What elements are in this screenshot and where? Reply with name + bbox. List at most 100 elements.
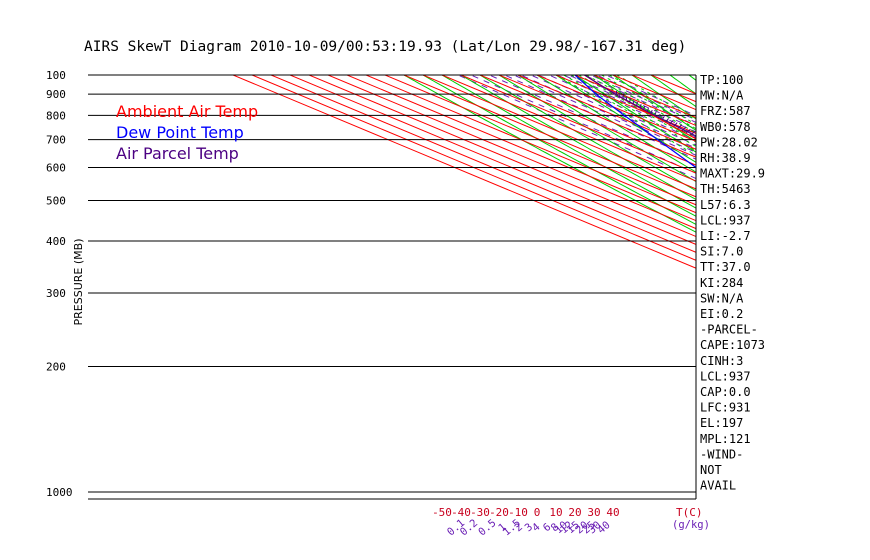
- pressure-tick-label: 900: [46, 88, 66, 101]
- bottom-temp-tick-label: -20: [489, 506, 509, 519]
- bottom-temp-tick-label: -30: [470, 506, 490, 519]
- mixing-ratio-line: [456, 75, 696, 180]
- index-entry: EL:197: [700, 416, 743, 430]
- index-entry: AVAIL: [700, 479, 736, 493]
- isobar-lines: [88, 93, 696, 493]
- cape-hatch-mark: [803, 193, 816, 197]
- pressure-tick-label: 600: [46, 162, 66, 175]
- isotherm-line: [269, 75, 696, 253]
- dry-adiabat-line: [517, 75, 696, 183]
- cape-hatch-mark: [845, 217, 859, 221]
- dry-adiabat-line: [849, 64, 870, 532]
- isotherm-line: [516, 75, 696, 150]
- pressure-tick-label: 1000: [46, 486, 73, 499]
- pressure-tick-label: 100: [46, 69, 66, 82]
- isotherm-line: [250, 75, 696, 261]
- pressure-tick-label: 500: [46, 195, 66, 208]
- dry-adiabat-line: [810, 64, 870, 532]
- cape-hatch-mark: [677, 124, 682, 130]
- pressure-tick-label: 400: [46, 235, 66, 248]
- dry-adiabat-line: [479, 75, 696, 201]
- index-entry: CAPE:1073: [700, 338, 765, 352]
- cape-hatch-mark: [839, 214, 853, 218]
- index-entry: KI:284: [700, 276, 743, 290]
- cape-hatch-mark: [865, 229, 870, 233]
- dry-adiabat-line: [441, 75, 696, 217]
- mixing-ratio-line: [536, 75, 696, 146]
- index-entry: LCL:937: [700, 213, 751, 227]
- cape-hatch-mark: [776, 178, 787, 182]
- bottom-temp-unit: T(C): [676, 506, 703, 519]
- legend-ambient-air-temp: Ambient Air Temp: [116, 102, 258, 121]
- index-entry: LCL:937: [700, 369, 751, 383]
- pressure-tick-label: 300: [46, 287, 66, 300]
- mixing-ratio-line: [469, 75, 696, 174]
- cape-hatch-mark: [827, 207, 841, 211]
- cape-hatch-mark: [786, 184, 798, 188]
- index-entry: NOT: [700, 463, 722, 477]
- cape-hatch-mark: [815, 200, 828, 204]
- isotherm-line: [326, 75, 696, 230]
- isotherm-line: [421, 75, 696, 190]
- moist-adiabat-line: [555, 75, 696, 156]
- mixing-ratio-label: 0.5: [476, 517, 498, 538]
- isotherm-line: [345, 75, 696, 222]
- dry-adiabat-line: [772, 64, 870, 532]
- isotherm-line: [307, 75, 696, 238]
- mixing-ratio-line: [529, 75, 696, 149]
- bottom-temp-tick-label: 0: [534, 506, 541, 519]
- bottom-temp-tick-label: -40: [451, 506, 471, 519]
- pressure-tick-label: 800: [46, 109, 66, 122]
- index-entry: LI:-2.7: [700, 229, 751, 243]
- isotherm-line: [231, 75, 696, 269]
- bottom-temp-tick-label: -10: [508, 506, 528, 519]
- index-entry: TH:5463: [700, 182, 751, 196]
- cape-hatch-mark: [673, 122, 678, 127]
- legend-air-parcel-temp: Air Parcel Temp: [116, 144, 239, 163]
- air-parcel-temp-line: [584, 75, 696, 137]
- index-entry: MW:N/A: [700, 89, 744, 103]
- isotherm-line: [383, 75, 696, 206]
- mixing-ratio-line: [582, 75, 696, 126]
- isotherm-lines: [231, 75, 696, 269]
- cape-hatch-mark: [693, 135, 696, 139]
- bottom-temp-tick-label: -50: [432, 506, 452, 519]
- cape-hatch-mark: [821, 203, 835, 207]
- index-entry: L57:6.3: [700, 198, 751, 212]
- cape-hatch-mark: [669, 120, 674, 125]
- moist-adiabat-line: [578, 75, 696, 143]
- cape-hatch-mark: [798, 190, 811, 194]
- legend-dew-point-temp: Dew Point Temp: [116, 123, 244, 142]
- index-entry: EI:0.2: [700, 307, 743, 321]
- moist-adiabat-line: [601, 75, 696, 130]
- pressure-tick-label: 200: [46, 360, 66, 373]
- cape-hatch-mark: [858, 225, 870, 229]
- dry-adiabat-line: [402, 75, 696, 233]
- isotherm-line: [402, 75, 696, 198]
- dry-adiabat-line: [574, 75, 696, 153]
- index-entry: TT:37.0: [700, 260, 751, 274]
- dew-point-temp-line: [574, 75, 696, 169]
- mixing-ratio-line: [503, 75, 696, 160]
- bottom-temp-tick-label: 10: [549, 506, 562, 519]
- cape-hatch-mark: [792, 187, 804, 191]
- index-entry: MAXT:29.9: [700, 167, 765, 181]
- mixing-ratio-line: [573, 75, 696, 130]
- mixing-ratio-line: [555, 75, 696, 138]
- isotherm-line: [364, 75, 696, 214]
- isotherm-line: [440, 75, 696, 182]
- moist-adiabat-line: [570, 75, 696, 148]
- index-entry: RH:38.9: [700, 151, 751, 165]
- cape-hatch-mark: [833, 210, 847, 214]
- index-entry: SI:7.0: [700, 245, 743, 259]
- index-entry: FRZ:587: [700, 104, 751, 118]
- dry-adiabat-line: [791, 64, 870, 532]
- index-entry: -WIND-: [700, 447, 743, 461]
- cape-hatch-mark: [809, 197, 822, 201]
- bottom-temp-tick-label: 20: [568, 506, 581, 519]
- index-entry: -PARCEL-: [700, 323, 758, 337]
- dry-adiabat-line: [555, 75, 696, 163]
- dry-adiabat-lines: [402, 64, 870, 532]
- cape-hatch-mark: [689, 131, 696, 136]
